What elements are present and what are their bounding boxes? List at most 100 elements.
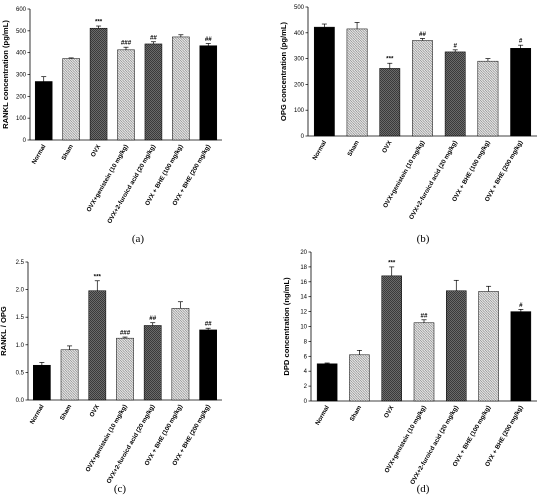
chart-panel-3: 0.0 0.5 1.0 1.5 2.0 2.5 RANKL / OPG Normal Sham *… (0, 260, 222, 495)
category-label: Normal (31, 143, 48, 165)
bar (143, 325, 162, 401)
y-tick-label: 0.0 (16, 398, 25, 404)
y-tick-label: 2 (304, 384, 308, 390)
chart-panel-2: 0 100 200 300 400 500 OPG concentration (pg/mL… (279, 5, 537, 245)
bar (117, 49, 135, 141)
bar (412, 40, 433, 137)
y-tick-label: 6 (304, 354, 308, 360)
y-tick-label: 0 (301, 134, 305, 140)
y-tick-label: 600 (16, 7, 27, 13)
bar (316, 363, 338, 402)
y-tick-label: 2.0 (16, 288, 25, 294)
significance-label: ## (419, 31, 426, 38)
category-label: Normal (314, 404, 331, 426)
bar (381, 275, 402, 402)
panel-label: (b) (417, 233, 430, 245)
category-label: OVX (90, 143, 103, 159)
y-tick-label: 4 (304, 369, 308, 375)
bar (144, 43, 163, 141)
category-label: Sham (60, 143, 75, 162)
bar (172, 36, 190, 141)
bar (62, 58, 80, 141)
significance-label: ## (421, 312, 428, 319)
y-axis-label: OPG concentration (pg/mL) (279, 21, 288, 121)
y-tick-label: 100 (294, 108, 305, 114)
bar (477, 60, 499, 137)
panel-label: (a) (132, 233, 145, 245)
category-label: OVX (381, 139, 394, 155)
bar (510, 48, 532, 137)
category-label: OVX+2-furoicd acid (20 mg/kg) (105, 404, 156, 485)
category-label: OVX + BHE (200 mg/kg) (484, 140, 525, 204)
bar (60, 349, 79, 401)
category-label: OVX + BHE (200 mg/kg) (484, 405, 525, 469)
bar (379, 68, 401, 137)
y-axis-label: RANKL / OPG (0, 306, 8, 356)
y-tick-label: 0 (304, 399, 308, 405)
bar (478, 291, 499, 402)
bar (313, 26, 335, 137)
category-label: OVX (383, 404, 396, 420)
significance-label: ## (205, 321, 212, 328)
bar (446, 290, 467, 402)
significance-label: # (519, 38, 523, 45)
bar (346, 28, 368, 137)
significance-label: ## (149, 315, 156, 322)
y-tick-label: 1.5 (16, 315, 25, 321)
bar (116, 337, 134, 401)
y-tick-label: 400 (16, 51, 27, 57)
significance-label: # (519, 302, 523, 309)
chart-panel-1: 0 100 200 300 400 500 600 RANKL concentration (… (1, 7, 222, 245)
category-label: OVX+2-furoicd acid (20 mg/kg) (106, 144, 157, 225)
bar (171, 308, 190, 401)
bar (413, 322, 435, 402)
y-tick-label: 12 (300, 310, 307, 316)
y-tick-label: 14 (300, 295, 307, 301)
bar (444, 51, 466, 137)
bar (88, 290, 107, 401)
bar (349, 354, 370, 402)
bar (33, 364, 51, 401)
category-label: Normal (311, 139, 328, 161)
category-label: Sham (349, 404, 364, 423)
bar (510, 311, 532, 402)
bar (89, 27, 108, 141)
y-tick-label: 100 (16, 116, 27, 122)
category-label: Normal (29, 403, 46, 425)
category-label: Sham (346, 139, 361, 158)
y-tick-label: 0.5 (16, 370, 25, 376)
significance-label: *** (95, 19, 103, 26)
chart-panel-4: 0 2 4 6 8 10 12 14 16 18 20 DPD concentration (ng/m… (282, 250, 537, 495)
y-tick-label: 1.0 (16, 343, 25, 349)
y-tick-label: 0 (23, 138, 27, 144)
panel-label: (c) (114, 483, 127, 495)
significance-label: *** (386, 56, 394, 63)
y-tick-label: 400 (294, 31, 305, 37)
y-tick-label: 500 (294, 5, 305, 11)
category-label: Sham (59, 403, 74, 422)
significance-label: ## (150, 34, 157, 41)
significance-label: ## (205, 36, 212, 43)
y-axis-label: RANKL concentration (pg/mL) (1, 20, 10, 129)
y-tick-label: 20 (300, 250, 307, 256)
y-tick-label: 300 (16, 73, 27, 79)
y-tick-label: 10 (300, 325, 307, 331)
category-label: OVX (88, 403, 101, 419)
y-tick-label: 8 (304, 339, 308, 345)
significance-label: *** (388, 259, 396, 266)
category-label: OVX + BHE (100 mg/kg) (452, 404, 493, 468)
significance-label: *** (94, 273, 102, 280)
y-axis-label: DPD concentration (ng/mL) (282, 277, 291, 376)
bar (199, 45, 218, 141)
significance-label: # (453, 42, 457, 49)
panel-label: (d) (417, 483, 430, 495)
y-tick-label: 18 (300, 265, 307, 271)
y-tick-label: 200 (16, 94, 27, 100)
significance-label: ### (121, 40, 132, 47)
y-tick-label: 16 (300, 280, 307, 286)
y-tick-label: 500 (16, 29, 27, 35)
bar (34, 81, 53, 141)
bar (199, 329, 217, 401)
y-tick-label: 200 (294, 82, 305, 88)
